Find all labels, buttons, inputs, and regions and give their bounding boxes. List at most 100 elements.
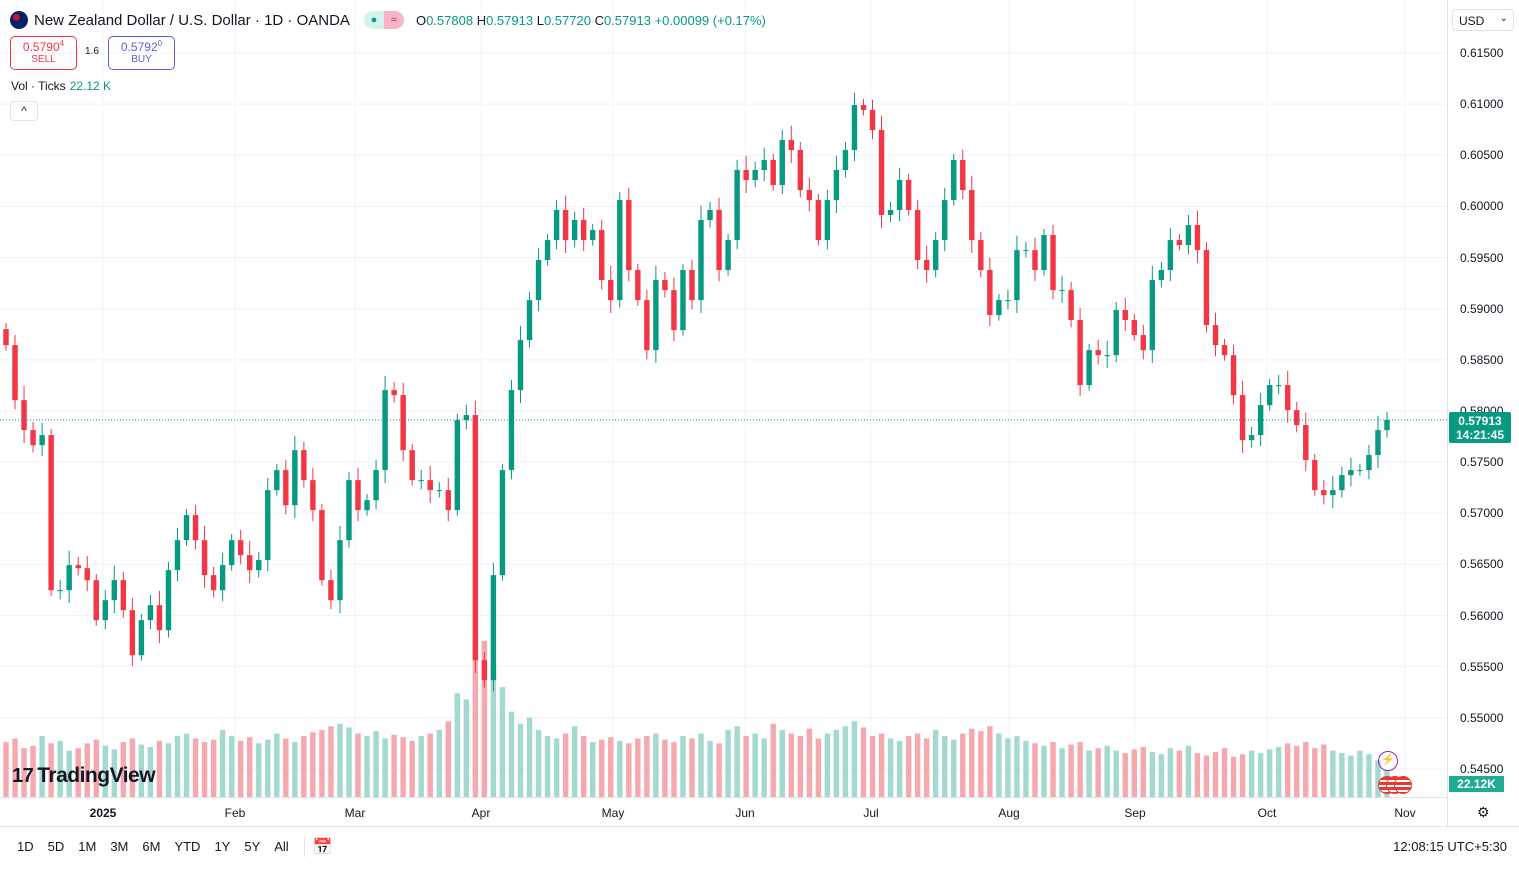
candle-body xyxy=(698,220,704,301)
volume-bar xyxy=(301,736,307,797)
mode-icon: ≈ xyxy=(383,11,404,29)
symbol-header: New Zealand Dollar / U.S. Dollar · 1D · … xyxy=(10,11,766,29)
date-range-calendar-icon[interactable]: 📅 xyxy=(312,838,333,856)
volume-bar xyxy=(869,736,876,797)
y-tick-label: 0.55500 xyxy=(1460,659,1504,674)
time-axis[interactable]: 2025 Feb Mar Apr May Jun Jul Aug Sep Oct Nov xyxy=(0,797,1447,826)
candle-body xyxy=(905,180,912,210)
candle-body xyxy=(1005,300,1011,302)
candle-body xyxy=(716,209,722,271)
volume-bar xyxy=(310,732,316,797)
candle-body xyxy=(707,209,713,221)
settings-gear-icon[interactable]: ⚙ xyxy=(1477,804,1490,820)
candle-body xyxy=(1375,430,1381,456)
range-3m[interactable]: 3M xyxy=(110,839,129,854)
collapse-legend-button[interactable]: ^ xyxy=(10,101,38,121)
candle-body xyxy=(1285,385,1291,411)
range-1m[interactable]: 1M xyxy=(78,839,97,854)
volume-bar xyxy=(192,738,199,797)
current-price-label: 0.57913 14:21:45 xyxy=(1449,412,1511,443)
tradingview-logo[interactable]: 17 TradingView xyxy=(12,764,156,787)
volume-legend[interactable]: Vol · Ticks 22.12 K xyxy=(11,79,112,93)
candle-body xyxy=(1032,250,1038,271)
volume-bar xyxy=(1339,753,1345,797)
volume-bar xyxy=(553,738,560,797)
range-5d[interactable]: 5D xyxy=(47,839,65,854)
candle-body xyxy=(851,105,858,151)
volume-bar xyxy=(824,733,831,797)
volume-bar xyxy=(617,740,623,797)
candle-body xyxy=(192,515,199,541)
candle-body xyxy=(156,605,163,631)
candle-body xyxy=(1221,345,1228,356)
volume-bar xyxy=(1050,742,1056,797)
volume-bar xyxy=(409,740,415,797)
volume-bar xyxy=(490,662,497,797)
volume-bar xyxy=(987,726,993,797)
candle-body xyxy=(860,105,867,110)
candle-body xyxy=(1086,350,1092,386)
candle-body xyxy=(644,300,650,351)
events-flags-icon[interactable] xyxy=(1378,776,1416,794)
candle-body xyxy=(1348,470,1354,476)
candle-body xyxy=(635,270,641,301)
sell-button[interactable]: 0.57904 SELL xyxy=(10,36,77,70)
volume-bar xyxy=(39,736,45,797)
buy-button[interactable]: 0.57920 BUY xyxy=(108,36,175,70)
currency-select[interactable]: USD ⌄ xyxy=(1452,9,1514,31)
candle-body xyxy=(942,200,948,241)
change-value: +0.00099 (+0.17%) xyxy=(654,12,766,28)
volume-bar xyxy=(445,721,451,797)
volume-bar xyxy=(707,740,713,797)
x-tick-label: May xyxy=(601,806,625,820)
ohlc-values: O0.57808 H0.57913 L0.57720 C0.57913 +0.0… xyxy=(415,12,766,28)
candle-body xyxy=(174,540,181,571)
candle-body xyxy=(165,570,172,631)
volume-bar xyxy=(1357,750,1363,797)
candle-body xyxy=(1203,250,1210,326)
y-tick-label: 0.61500 xyxy=(1460,46,1504,60)
candle-body xyxy=(1077,320,1083,386)
candle-body xyxy=(1023,250,1029,252)
volume-bar xyxy=(589,742,596,797)
candle-body xyxy=(111,580,118,601)
volume-bar xyxy=(698,733,704,797)
x-tick-label: Mar xyxy=(344,806,366,820)
range-1d[interactable]: 1D xyxy=(17,839,34,854)
y-tick-label: 0.57500 xyxy=(1460,455,1504,470)
volume-bar xyxy=(779,729,785,797)
candle-body xyxy=(662,280,668,291)
candle-body xyxy=(445,490,451,511)
clock-timezone[interactable]: 12:08:15 UTC+5:30 xyxy=(1393,839,1507,854)
candle-body xyxy=(418,480,424,482)
range-1y[interactable]: 1Y xyxy=(214,839,231,854)
volume-bar xyxy=(1104,745,1110,797)
status-pill[interactable]: ● ≈ xyxy=(363,11,404,29)
volume-bar xyxy=(1059,748,1065,797)
candle-body xyxy=(562,209,569,241)
volume-bar xyxy=(147,746,154,797)
range-all[interactable]: All xyxy=(274,839,289,854)
volume-bar xyxy=(400,737,406,797)
range-ytd[interactable]: YTD xyxy=(174,839,201,854)
volume-bar xyxy=(833,729,840,797)
volume-bar xyxy=(48,743,54,797)
candle-body xyxy=(1167,240,1174,271)
volume-bar xyxy=(427,733,433,797)
candle-body xyxy=(1140,335,1147,351)
volume-bar xyxy=(599,739,605,797)
candle-body xyxy=(472,415,479,661)
volume-bar xyxy=(1366,754,1372,797)
volume-bar xyxy=(1257,753,1264,797)
range-6m[interactable]: 6M xyxy=(142,839,161,854)
range-5y[interactable]: 5Y xyxy=(244,839,261,854)
price-chart[interactable] xyxy=(0,0,1447,797)
lightning-icon[interactable]: ⚡ xyxy=(1378,751,1398,771)
price-axis[interactable]: 0.61500 0.61000 0.60500 0.60000 0.59500 0.590… xyxy=(1447,0,1519,826)
candle-body xyxy=(490,575,497,681)
x-tick-label: Nov xyxy=(1394,806,1416,820)
volume-bar xyxy=(183,733,190,797)
candle-body xyxy=(951,159,957,201)
symbol-title[interactable]: New Zealand Dollar / U.S. Dollar · 1D · … xyxy=(34,11,350,29)
candle-body xyxy=(752,170,758,181)
